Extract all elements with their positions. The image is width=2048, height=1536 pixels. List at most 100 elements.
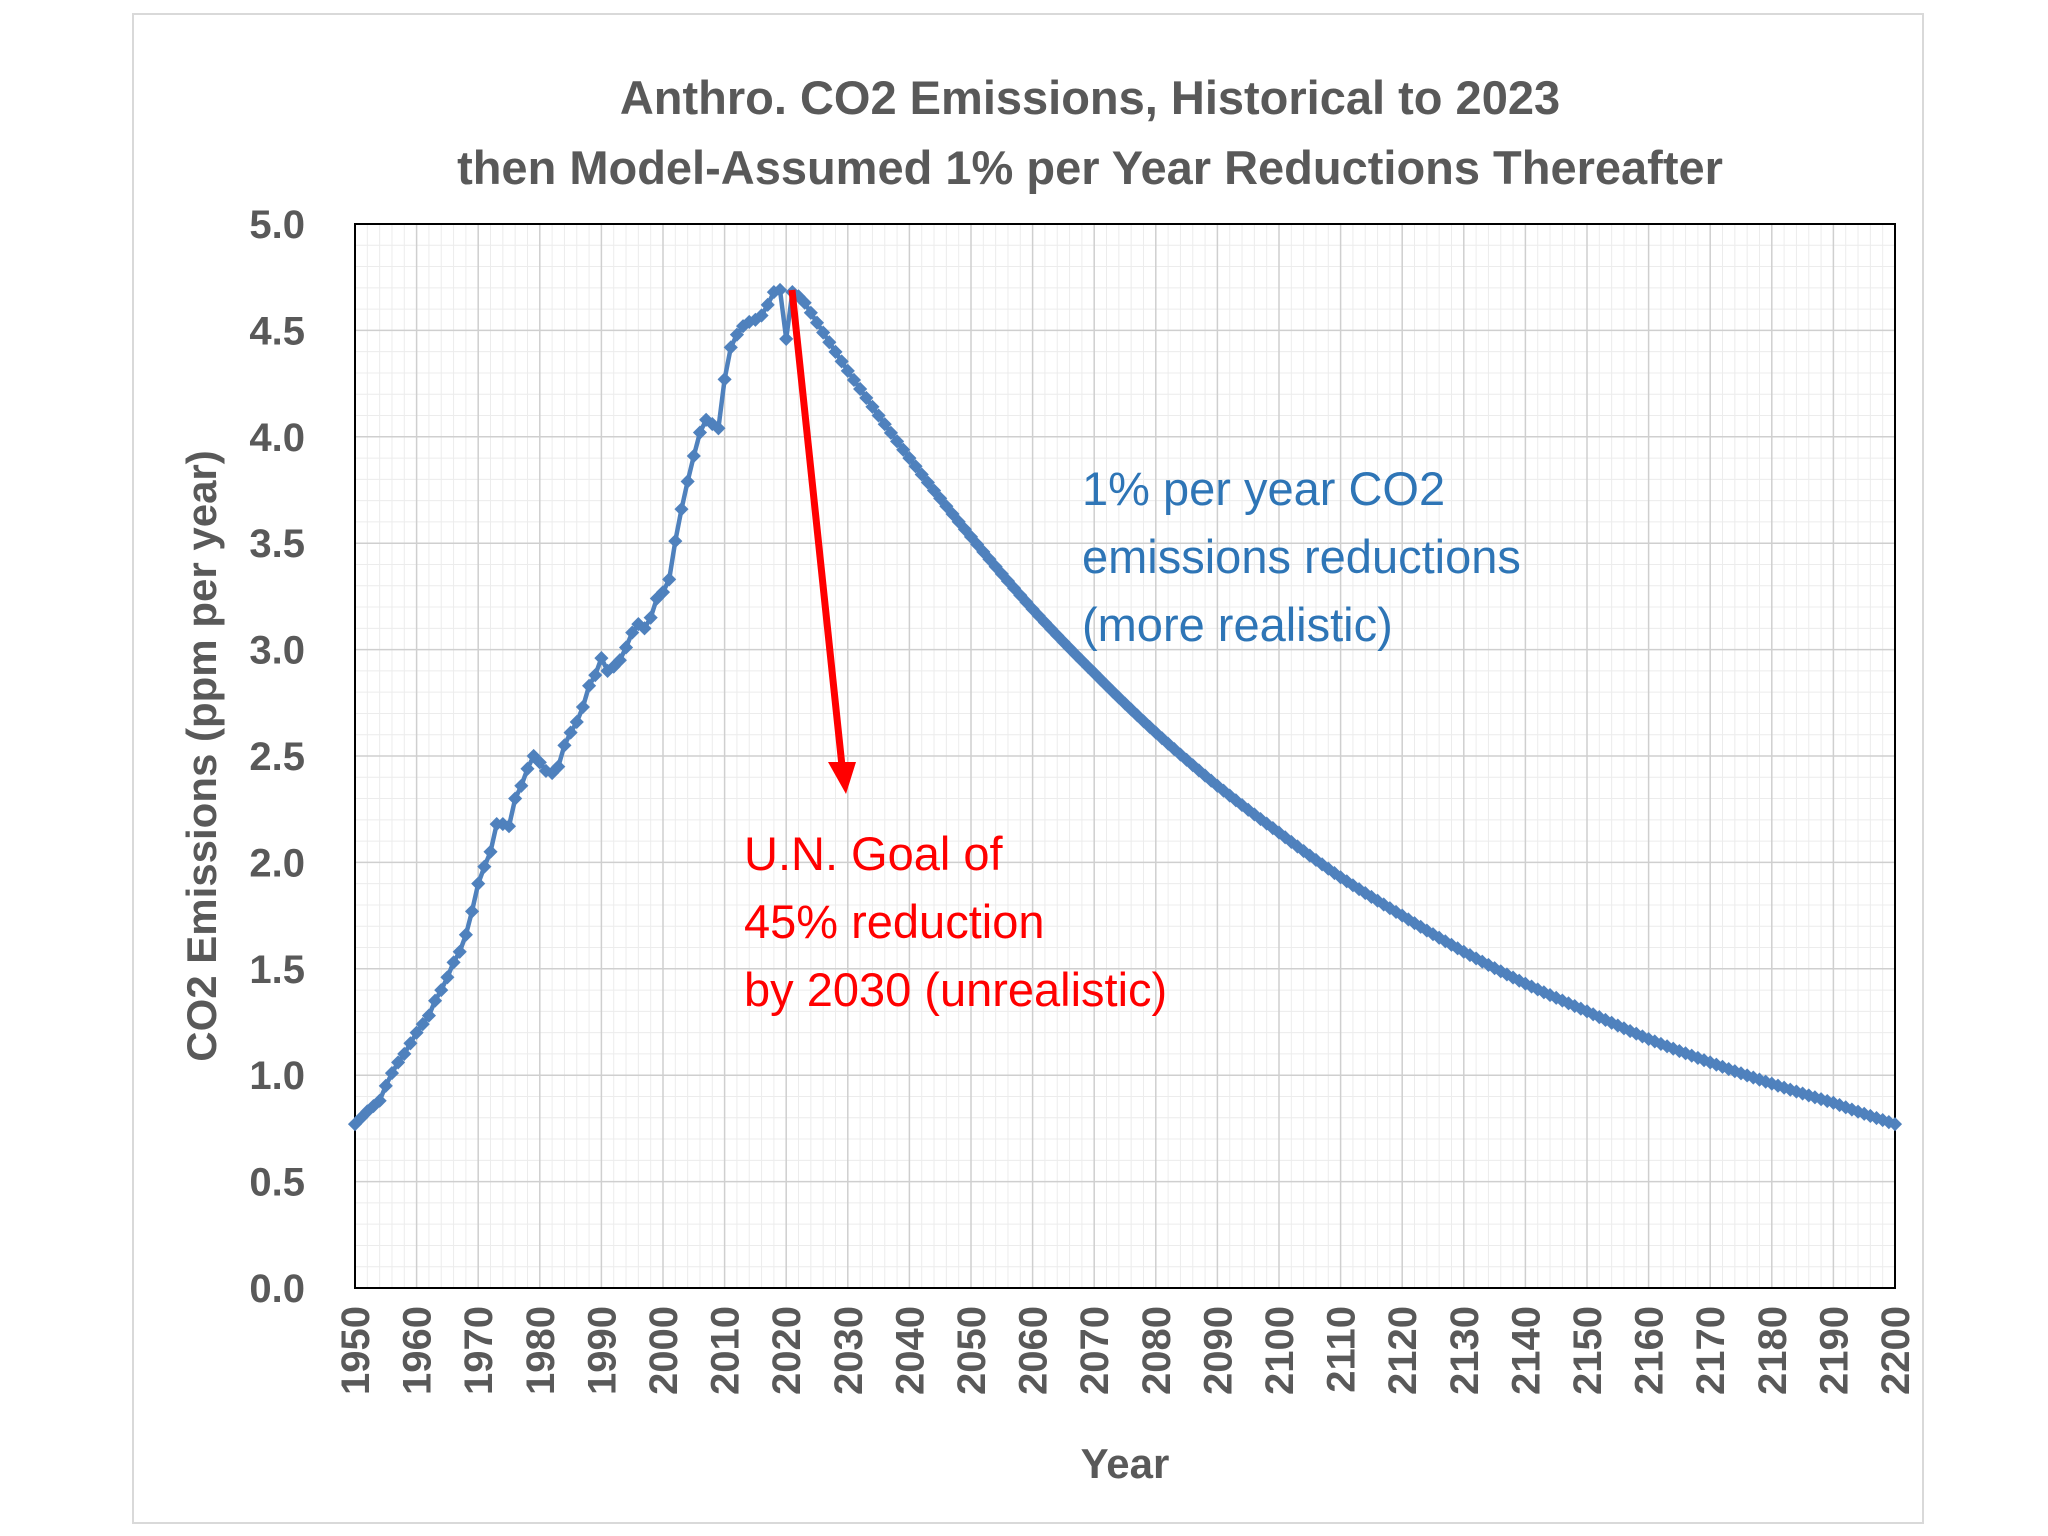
un-goal-arrow xyxy=(788,289,856,794)
data-point-marker xyxy=(779,331,794,346)
data-point-marker xyxy=(871,408,886,423)
x-tick-label: 2160 xyxy=(1628,1306,1672,1395)
data-point-marker xyxy=(372,1093,387,1108)
data-point-marker xyxy=(803,305,818,320)
x-tick-label: 1950 xyxy=(334,1306,378,1395)
x-tick-label: 2030 xyxy=(827,1306,871,1395)
data-point-marker xyxy=(859,390,874,405)
x-tick-label: 2090 xyxy=(1196,1306,1240,1395)
x-tick-label: 2080 xyxy=(1135,1306,1179,1395)
data-point-marker xyxy=(588,668,603,683)
data-point-marker xyxy=(809,315,825,330)
data-point-marker xyxy=(896,442,911,457)
data-point-marker xyxy=(822,335,837,350)
major-grid xyxy=(355,224,1895,1288)
y-tick-label: 1.0 xyxy=(249,1054,305,1098)
data-point-marker xyxy=(655,585,671,600)
data-point-marker xyxy=(471,876,486,891)
data-point-marker xyxy=(612,653,627,668)
data-point-marker xyxy=(908,459,923,474)
y-tick-label: 5.0 xyxy=(249,203,305,247)
data-point-marker xyxy=(569,714,584,730)
data-point-marker xyxy=(729,327,744,342)
data-point-marker xyxy=(440,970,455,985)
x-axis-ticks: 1950 1960 1970 1980 1990 2000 2010 2020 2030 2040… xyxy=(334,1306,1918,1395)
data-point-marker xyxy=(902,451,917,466)
data-point-marker xyxy=(532,755,547,770)
data-point-marker xyxy=(508,791,523,806)
data-point-marker xyxy=(582,678,597,693)
data-point-marker xyxy=(483,844,498,859)
x-tick-label: 1990 xyxy=(580,1306,624,1395)
y-tick-label: 2.0 xyxy=(249,841,305,885)
x-tick-label: 2130 xyxy=(1443,1306,1487,1395)
x-tick-label: 2040 xyxy=(888,1306,932,1395)
data-point-marker xyxy=(557,738,572,753)
data-point-marker xyxy=(1887,1117,1903,1132)
y-tick-label: 2.5 xyxy=(249,735,305,779)
y-tick-label: 1.5 xyxy=(249,948,305,992)
data-point-marker xyxy=(625,625,640,640)
data-point-marker xyxy=(452,944,467,959)
data-point-marker xyxy=(772,282,788,298)
annotation-blue-line-3: (more realistic) xyxy=(1082,598,1393,651)
data-point-marker xyxy=(846,372,862,388)
data-point-marker xyxy=(391,1055,406,1070)
plot-area-border xyxy=(354,223,1896,1289)
data-point-marker xyxy=(711,421,726,436)
data-point-marker xyxy=(877,417,892,432)
data-point-marker xyxy=(409,1025,424,1040)
data-point-marker xyxy=(883,425,898,440)
data-point-marker xyxy=(920,475,935,490)
x-tick-label: 2120 xyxy=(1381,1306,1425,1395)
data-point-marker xyxy=(662,572,677,587)
data-point-marker xyxy=(501,819,517,834)
data-point-marker xyxy=(421,1008,436,1023)
data-point-marker xyxy=(717,372,732,387)
data-point-marker xyxy=(397,1046,412,1061)
data-point-marker xyxy=(674,502,689,517)
data-point-marker xyxy=(797,295,812,310)
data-point-marker xyxy=(477,859,492,874)
annotation-blue-line-2: emissions reductions xyxy=(1082,530,1521,583)
y-tick-label: 3.5 xyxy=(249,522,305,566)
y-tick-label: 4.5 xyxy=(249,309,305,353)
data-point-marker xyxy=(834,354,849,369)
data-point-marker xyxy=(446,955,461,970)
x-tick-label: 2190 xyxy=(1812,1306,1856,1395)
data-point-marker xyxy=(434,983,449,998)
y-tick-label: 4.0 xyxy=(249,416,305,460)
data-point-marker xyxy=(668,534,683,549)
x-tick-label: 2050 xyxy=(950,1306,994,1395)
data-point-marker xyxy=(551,759,566,774)
data-point-marker xyxy=(828,344,843,359)
y-tick-label: 3.0 xyxy=(249,629,305,673)
x-axis-label: Year xyxy=(1081,1440,1170,1487)
x-tick-label: 1960 xyxy=(396,1306,440,1395)
y-tick-label: 0.5 xyxy=(249,1161,305,1205)
x-tick-label: 1970 xyxy=(457,1306,501,1395)
x-tick-label: 2200 xyxy=(1874,1306,1918,1395)
data-point-marker xyxy=(514,778,529,793)
chart-title-line-2: then Model-Assumed 1% per Year Reduction… xyxy=(457,141,1723,194)
data-point-marker xyxy=(520,761,535,776)
data-point-marker xyxy=(464,904,480,919)
y-axis-label: CO2 Emissions (ppm per year) xyxy=(178,450,225,1062)
data-point-marker xyxy=(840,363,855,378)
data-point-marker xyxy=(378,1078,393,1093)
data-point-marker xyxy=(637,621,652,636)
annotation-red-line-2: 45% reduction xyxy=(744,895,1044,948)
x-tick-label: 2170 xyxy=(1689,1306,1733,1395)
x-tick-label: 2100 xyxy=(1258,1306,1302,1395)
data-point-marker xyxy=(403,1036,418,1051)
data-point-marker xyxy=(914,467,929,482)
x-tick-label: 2150 xyxy=(1566,1306,1610,1395)
x-tick-label: 1980 xyxy=(519,1306,563,1395)
data-point-marker xyxy=(723,340,738,355)
data-point-marker xyxy=(686,448,701,464)
x-tick-label: 2070 xyxy=(1073,1306,1117,1395)
data-point-marker xyxy=(618,640,634,655)
data-point-marker xyxy=(890,434,905,449)
data-point-marker xyxy=(563,725,578,740)
